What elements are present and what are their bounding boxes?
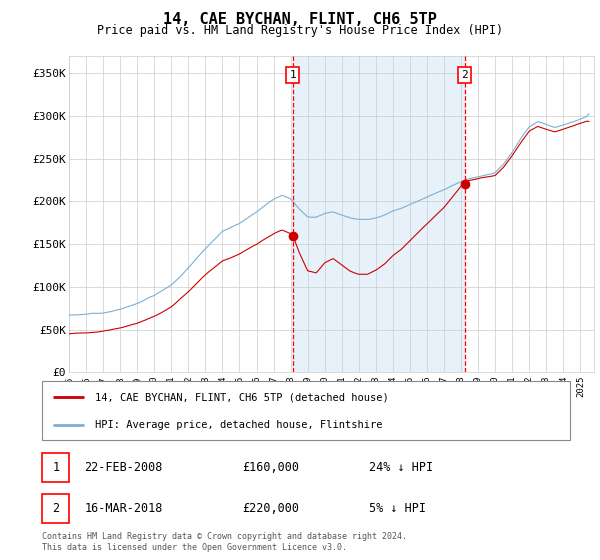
Bar bbox=[293, 56, 464, 372]
Text: 22-FEB-2008: 22-FEB-2008 bbox=[84, 461, 163, 474]
Text: 2: 2 bbox=[461, 70, 468, 80]
Text: 2: 2 bbox=[52, 502, 59, 515]
Text: 1: 1 bbox=[52, 461, 59, 474]
FancyBboxPatch shape bbox=[42, 494, 70, 523]
Text: £220,000: £220,000 bbox=[242, 502, 299, 515]
FancyBboxPatch shape bbox=[42, 381, 570, 440]
FancyBboxPatch shape bbox=[42, 452, 70, 482]
Text: 14, CAE BYCHAN, FLINT, CH6 5TP: 14, CAE BYCHAN, FLINT, CH6 5TP bbox=[163, 12, 437, 27]
Text: 14, CAE BYCHAN, FLINT, CH6 5TP (detached house): 14, CAE BYCHAN, FLINT, CH6 5TP (detached… bbox=[95, 392, 389, 402]
Text: 5% ↓ HPI: 5% ↓ HPI bbox=[370, 502, 427, 515]
Text: 24% ↓ HPI: 24% ↓ HPI bbox=[370, 461, 433, 474]
Text: 1: 1 bbox=[289, 70, 296, 80]
Text: £160,000: £160,000 bbox=[242, 461, 299, 474]
Text: Contains HM Land Registry data © Crown copyright and database right 2024.: Contains HM Land Registry data © Crown c… bbox=[42, 532, 407, 541]
Text: 16-MAR-2018: 16-MAR-2018 bbox=[84, 502, 163, 515]
Text: Price paid vs. HM Land Registry's House Price Index (HPI): Price paid vs. HM Land Registry's House … bbox=[97, 24, 503, 38]
Text: HPI: Average price, detached house, Flintshire: HPI: Average price, detached house, Flin… bbox=[95, 420, 382, 430]
Text: This data is licensed under the Open Government Licence v3.0.: This data is licensed under the Open Gov… bbox=[42, 543, 347, 552]
